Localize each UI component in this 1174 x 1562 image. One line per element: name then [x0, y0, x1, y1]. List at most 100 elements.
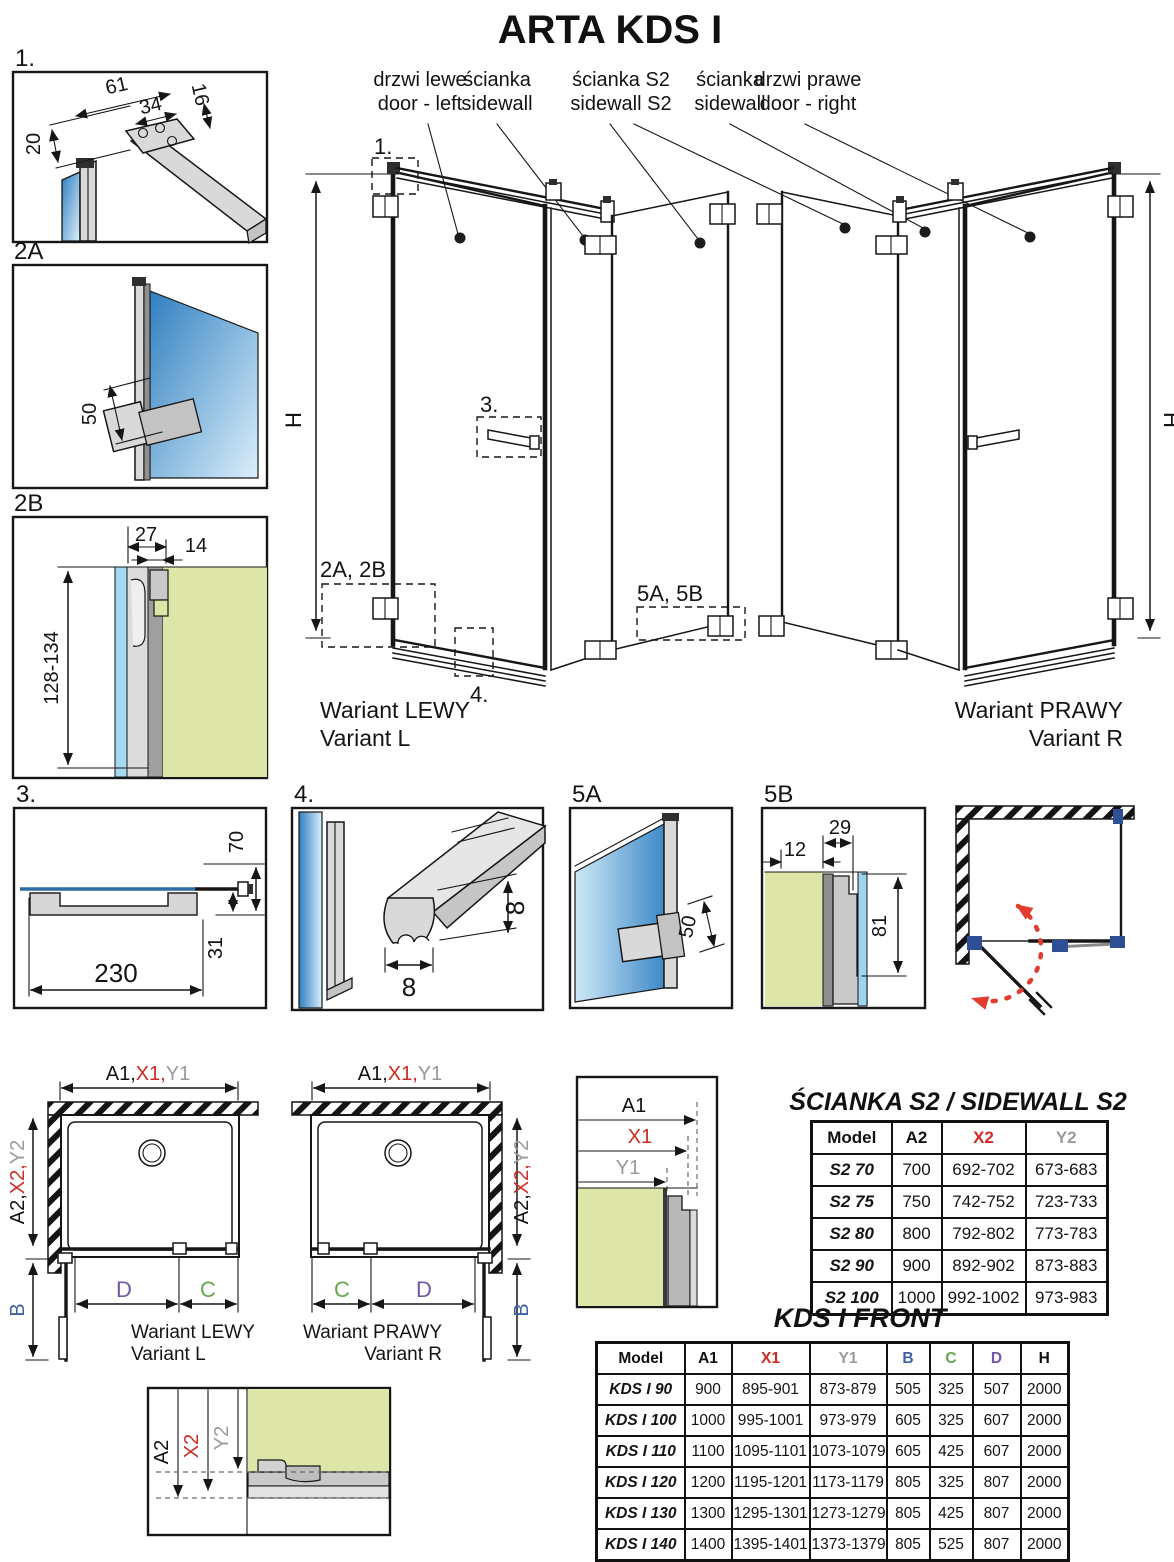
cell: 792-802: [940, 1217, 1027, 1251]
cell: 992-1002: [940, 1281, 1027, 1316]
table-header-row: Model A2 X2 Y2: [810, 1120, 1109, 1155]
cell: 1295-1301: [730, 1497, 811, 1530]
s2-table-title: ŚCIANKA S2 / SIDEWALL S2: [789, 1088, 1127, 1116]
detail-3-dim-70: 70: [226, 831, 248, 853]
h-dim-right: H: [1159, 412, 1174, 428]
cell: 973-983: [1024, 1281, 1109, 1316]
detail-1-dim-16: 16: [187, 81, 213, 108]
cell: 1100: [683, 1435, 733, 1468]
cell: S2 100: [810, 1281, 893, 1316]
section-y2: Y2: [211, 1426, 233, 1450]
cell: 895-901: [730, 1373, 811, 1406]
cell: 507: [971, 1373, 1022, 1406]
cell: 673-683: [1024, 1153, 1109, 1187]
callout-3: 3.: [480, 392, 498, 417]
component-label-2: ścianka sidewall: [417, 68, 577, 116]
header-cell: D: [971, 1341, 1022, 1375]
label-pl: ścianka: [463, 69, 531, 91]
right-variant-drawing: H Wariant PRAWY Variant R: [756, 162, 1174, 751]
detail-3-dim-31: 31: [205, 937, 227, 959]
cell: 973-979: [808, 1404, 888, 1437]
detail-2a-dim-50: 50: [79, 403, 101, 425]
cell: 1273-1279: [808, 1497, 888, 1530]
cell: KDS I 140: [595, 1528, 686, 1562]
section-detail-front: A1 X1 Y1: [575, 1075, 719, 1309]
label-en: sidewall: [694, 93, 766, 115]
section-x2: X2: [181, 1434, 203, 1458]
callout-4: 4.: [470, 682, 488, 707]
cell: 723-733: [1024, 1185, 1109, 1219]
cell: 325: [928, 1466, 974, 1499]
left-variant-drawing: H 1. 3. 2A, 2B 4. 5A, 5B Wariant LEWY Va…: [281, 134, 746, 751]
section-a2: A2: [151, 1440, 173, 1464]
plan-right-dim-d: D: [416, 1277, 432, 1302]
plan-right-top-dim: A1,X1,Y1: [358, 1063, 443, 1085]
cell: 425: [928, 1497, 974, 1530]
variant-right-en: Variant R: [1029, 725, 1123, 751]
header-cell: Model: [810, 1120, 893, 1155]
cell: 805: [885, 1528, 931, 1562]
table-row: KDS I 110 1100 1095-1101 1073-1079 605 425 607…: [595, 1435, 1070, 1468]
cell: 692-702: [940, 1153, 1027, 1187]
detail-3-dim-230: 230: [94, 958, 137, 988]
table-row: S2 100 1000 992-1002 973-983: [810, 1281, 1109, 1316]
cell: 742-752: [940, 1185, 1027, 1219]
header-cell: Y2: [1024, 1120, 1109, 1155]
plan-right-dim-c: C: [334, 1277, 350, 1302]
front-table: Model A1 X1 Y1 B C D H KDS I 90 900 895-901 873-879…: [595, 1341, 1070, 1562]
section-x1: X1: [628, 1126, 652, 1148]
detail-4-dim-w: 8: [402, 972, 416, 1002]
header-cell: A2: [890, 1120, 943, 1155]
cell: 607: [971, 1435, 1022, 1468]
detail-2b-dim-14: 14: [185, 535, 207, 557]
door-swing-plan: [955, 805, 1135, 1016]
table-row: S2 70 700 692-702 673-683: [810, 1153, 1109, 1187]
detail-3-label: 3.: [16, 781, 36, 808]
table-row: KDS I 90 900 895-901 873-879 505 325 507 2000: [595, 1373, 1070, 1406]
label-en: door - left: [377, 93, 463, 115]
header-cell: C: [928, 1341, 974, 1375]
plan-left-dim-b: B: [7, 1303, 29, 1316]
plan-left: A1,X1,Y1 A2,X2,Y2 B D C Wariant LEWY Var…: [7, 1063, 259, 1365]
plan-left-dim-d: D: [116, 1277, 132, 1302]
detail-2b-dim-27: 27: [135, 524, 157, 546]
cell: KDS I 110: [595, 1435, 686, 1468]
detail-5b: 5B 12 29 81: [760, 781, 927, 1010]
detail-1-dim-20: 20: [23, 133, 45, 155]
table-row: S2 90 900 892-902 873-883: [810, 1249, 1109, 1283]
plan-left-top-dim: A1,X1,Y1: [106, 1063, 191, 1085]
header-cell: Model: [595, 1341, 686, 1375]
table-row: S2 80 800 792-802 773-783: [810, 1217, 1109, 1251]
cell: 425: [928, 1435, 974, 1468]
section-a1: A1: [622, 1095, 646, 1117]
cell: 1400: [683, 1528, 733, 1562]
detail-3: 3. 70 31 230: [12, 781, 268, 1010]
table-row: KDS I 140 1400 1395-1401 1373-1379 805 525 807…: [595, 1528, 1070, 1562]
header-cell: Y1: [808, 1341, 888, 1375]
cell: 1300: [683, 1497, 733, 1530]
cell: 605: [885, 1404, 931, 1437]
plan-left-dim-c: C: [200, 1277, 216, 1302]
variant-left-pl: Wariant LEWY: [320, 697, 470, 723]
header-cell: B: [885, 1341, 931, 1375]
callout-2a2b: 2A, 2B: [320, 557, 386, 582]
h-dim-left: H: [281, 412, 306, 428]
table-header-row: Model A1 X1 Y1 B C D H: [595, 1341, 1070, 1375]
cell: KDS I 90: [595, 1373, 686, 1406]
table-row: KDS I 120 1200 1195-1201 1173-1179 805 325 807…: [595, 1466, 1070, 1499]
detail-2a-label: 2A: [14, 238, 43, 265]
cell: KDS I 120: [595, 1466, 686, 1499]
plan-right-variant-pl: Wariant PRAWY: [303, 1322, 442, 1343]
component-label-5: drzwi prawe door - right: [728, 68, 888, 116]
plan-right-variant-en: Variant R: [364, 1344, 442, 1365]
label-pl: ścianka: [696, 69, 764, 91]
cell: 605: [885, 1435, 931, 1468]
cell: 807: [971, 1497, 1022, 1530]
front-table-title: KDS I FRONT: [773, 1303, 947, 1333]
detail-5a: 5A 50: [568, 781, 734, 1010]
cell: 1000: [683, 1404, 733, 1437]
detail-4-dim-h: 8: [500, 901, 530, 915]
cell: 2000: [1019, 1528, 1070, 1562]
detail-5b-dim-29: 29: [829, 817, 851, 839]
page-title: ARTA KDS I: [497, 8, 723, 52]
